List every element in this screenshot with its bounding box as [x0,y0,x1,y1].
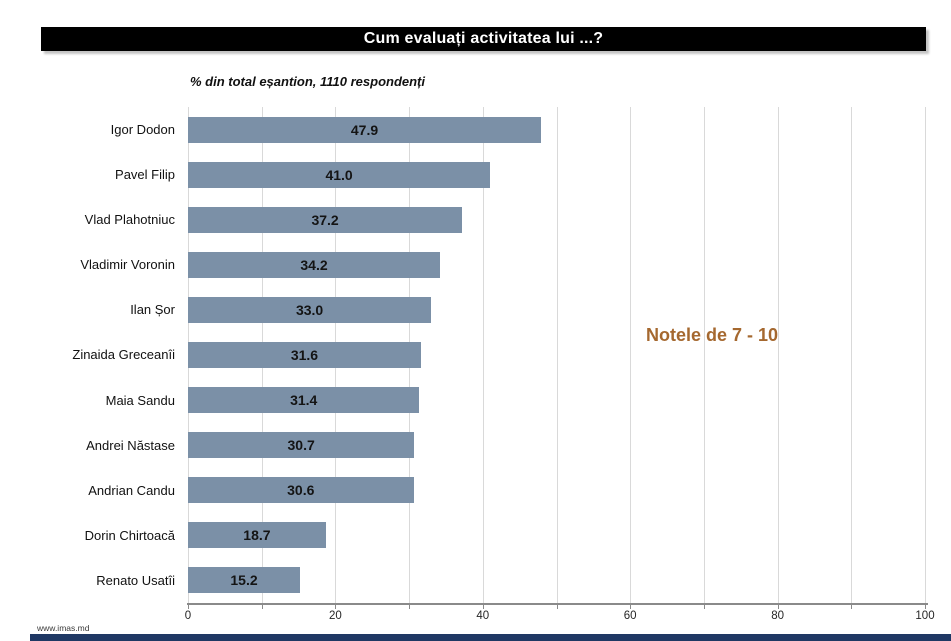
value-label: 31.6 [290,346,319,363]
bar: 47.9 [188,116,542,143]
x-axis-tick-label: 20 [328,610,342,622]
value-label: 33.0 [295,301,324,318]
category-label: Zinaida Greceanîi [72,347,175,363]
category-label: Vlad Plahotniuc [84,212,175,228]
chart-row: Ilan Șor 33.0 [130,287,925,332]
x-axis-tick-label: 0 [184,610,192,622]
x-axis-line [187,603,928,605]
x-axis-tick [703,603,705,609]
chart-row: Maia Sandu 31.4 [106,378,925,423]
chart-row: Zinaida Greceanîi 31.6 [72,332,925,377]
page-title: Cum evaluați activitatea lui ...? [363,30,604,47]
bar: 34.2 [188,251,441,278]
gridline [925,107,926,603]
x-axis-tick-label: 60 [623,610,637,622]
value-label: 37.2 [311,211,339,228]
chart-row: Andrian Candu 30.6 [88,468,925,513]
bar: 31.6 [188,341,421,368]
x-axis-tick [777,603,779,609]
x-axis-tick [188,603,189,609]
category-label: Renato Usatîi [96,572,175,588]
bar: 37.2 [188,206,463,233]
chart-row: Vlad Plahotniuc 37.2 [85,197,925,242]
value-label: 41.0 [325,166,353,183]
category-label: Vladimir Voronin [80,257,175,273]
chart-row: Dorin Chirtoacă 18.7 [85,513,925,558]
gridline [703,107,705,603]
gridline [630,107,632,603]
footer-bar [30,634,951,641]
value-label: 34.2 [300,256,328,273]
bar: 18.7 [188,522,326,549]
x-axis-tick [409,603,411,609]
value-label: 18.7 [243,527,271,544]
chart-row: Vladimir Voronin 34.2 [80,242,925,287]
category-label: Maia Sandu [105,392,175,408]
category-label: Andrian Candu [88,482,175,498]
bar: 33.0 [188,296,432,323]
category-label: Igor Dodon [110,122,175,138]
x-axis-tick-label: 80 [771,610,784,622]
x-axis-tick-label: 40 [476,610,490,622]
gridline [851,107,853,603]
gridline [556,107,558,603]
x-axis-tick-label: 100 [915,610,935,622]
bar-chart: Igor Dodon 47.9 Pavel Filip 41.0 Vlad Plahot… [72,107,935,622]
category-label: Ilan Șor [130,302,175,318]
value-label: 47.9 [350,121,379,138]
chart-row: Andrei Năstase 30.7 [86,423,925,468]
category-label: Pavel Filip [115,167,175,183]
gridline [777,107,779,603]
category-label: Dorin Chirtoacă [84,527,175,543]
chart-row: Igor Dodon 47.9 [111,107,925,152]
annotation-label: Notele de 7 - 10 [646,325,779,345]
x-axis-tick [630,603,632,609]
x-axis-tick [335,603,337,609]
bar: 31.4 [188,387,420,414]
bar: 41.0 [188,161,491,188]
bar: 30.6 [188,477,414,504]
x-axis-tick [482,603,484,609]
chart-row: Pavel Filip 41.0 [115,152,925,197]
chart-subtitle: % din total eșantion, 1110 respondenți [190,74,426,89]
value-label: 15.2 [230,572,258,589]
x-axis-tick [925,603,926,609]
x-axis-tick [851,603,853,609]
bar: 30.7 [188,432,415,459]
title-bar: Cum evaluați activitatea lui ...? [41,27,926,51]
chart-row: Renato Usatîi 15.2 [96,558,925,603]
value-label: 31.4 [290,392,318,409]
value-label: 30.7 [287,437,315,454]
website-link: www.imas.md [37,623,90,633]
category-label: Andrei Năstase [86,437,175,453]
value-label: 30.6 [287,482,315,499]
bar: 15.2 [188,567,301,594]
gridline [482,107,484,603]
x-axis-tick [261,603,263,609]
x-axis-tick [556,603,558,609]
